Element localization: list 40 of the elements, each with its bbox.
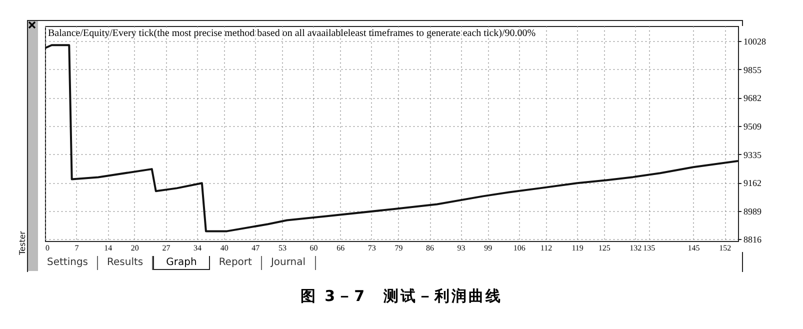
x-tick-label: 125 bbox=[598, 244, 610, 252]
y-tick-label: 8989 bbox=[744, 206, 762, 216]
chart-title: Balance/Equity/Every tick(the most precise method based on all avaailableleast timeframes to generate each tick)/90.00% bbox=[48, 28, 536, 39]
text: Journal bbox=[262, 256, 316, 270]
x-tick-label: 93 bbox=[457, 244, 466, 252]
text: Results bbox=[98, 256, 154, 270]
x-tick-label: 20 bbox=[130, 244, 139, 252]
text: Graph bbox=[153, 256, 210, 270]
x-tick-label: 40 bbox=[220, 244, 228, 252]
x-tick-label: 132 bbox=[630, 244, 642, 252]
y-tick-label: 9162 bbox=[744, 178, 762, 188]
x-tick-label: 112 bbox=[540, 244, 552, 252]
x-tick-label: 86 bbox=[426, 244, 434, 252]
x-tick-label: 60 bbox=[310, 244, 318, 252]
x-tick-label: 119 bbox=[572, 244, 584, 252]
x-tick-label: 135 bbox=[643, 244, 656, 252]
x-tick-label: 66 bbox=[336, 244, 345, 252]
x-tick-label: 7 bbox=[74, 244, 79, 252]
text: Settings bbox=[38, 256, 98, 270]
text: Report bbox=[210, 256, 262, 270]
x-tick-label: 79 bbox=[394, 244, 403, 252]
y-tick-label: 9682 bbox=[744, 93, 762, 104]
x-tick-label: 145 bbox=[688, 244, 700, 252]
x-tick-label: 106 bbox=[513, 244, 526, 252]
x-tick-label: 99 bbox=[484, 244, 492, 252]
text: 图 3－7 测试－利润曲线 bbox=[299, 287, 504, 306]
y-tick-label: 8816 bbox=[744, 234, 762, 245]
y-tick-label: 9509 bbox=[744, 121, 762, 132]
x-tick-label: 14 bbox=[104, 244, 112, 252]
x-tick-label: 0 bbox=[46, 244, 50, 252]
x-tick-label: 27 bbox=[162, 244, 170, 252]
y-tick-label: 9335 bbox=[744, 150, 762, 160]
y-tick-label: 10028 bbox=[744, 36, 766, 47]
x-tick-label: 34 bbox=[194, 244, 202, 252]
x-tick-label: 152 bbox=[719, 244, 732, 252]
x-tick-label: 47 bbox=[252, 244, 260, 252]
x-tick-label: 73 bbox=[368, 244, 376, 252]
text: Tester bbox=[18, 231, 27, 255]
y-tick-label: 9855 bbox=[744, 64, 762, 75]
x-tick-label: 53 bbox=[278, 244, 286, 252]
